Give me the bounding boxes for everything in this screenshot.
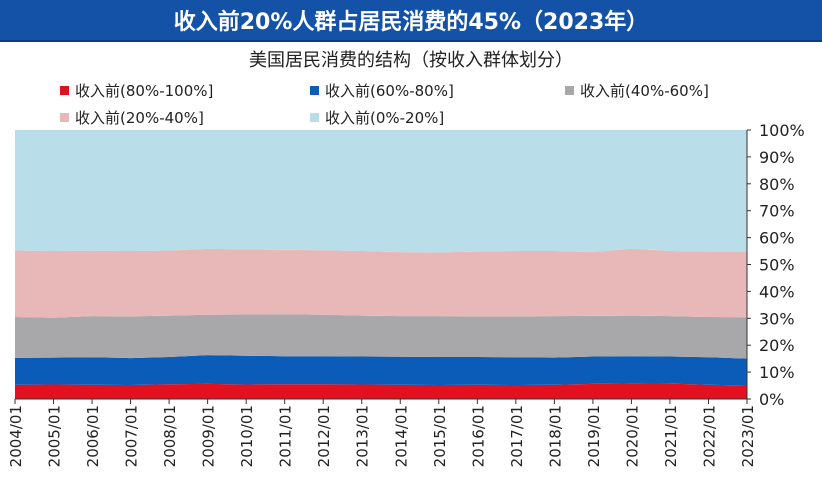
legend-item: 收入前(20%-40%] bbox=[60, 107, 204, 128]
y-tick-label: 100% bbox=[759, 121, 805, 140]
legend-label: 收入前(60%-80%] bbox=[325, 82, 454, 100]
x-tick-label: 2017/01 bbox=[508, 405, 526, 467]
chart-title: 美国居民消费的结构（按收入群体划分） bbox=[249, 50, 573, 71]
legend-item: 收入前(40%-60%] bbox=[565, 80, 709, 101]
x-tick-label: 2020/01 bbox=[623, 405, 641, 467]
x-tick-label: 2008/01 bbox=[161, 405, 179, 467]
x-tick-label: 2018/01 bbox=[546, 405, 564, 467]
x-tick-label: 2006/01 bbox=[84, 405, 102, 467]
x-tick-label: 2014/01 bbox=[392, 405, 410, 467]
y-tick-label: 0% bbox=[759, 390, 784, 409]
x-tick-label: 2005/01 bbox=[46, 405, 64, 467]
legend-label: 收入前(0%-20%] bbox=[325, 109, 445, 127]
legend-swatch bbox=[310, 86, 319, 95]
x-tick-label: 2010/01 bbox=[238, 405, 256, 467]
legend-item: 收入前(60%-80%] bbox=[310, 80, 454, 101]
y-tick-label: 60% bbox=[759, 229, 795, 248]
legend-label: 收入前(20%-40%] bbox=[75, 109, 204, 127]
x-tick-label: 2012/01 bbox=[315, 405, 333, 467]
x-tick-label: 2016/01 bbox=[469, 405, 487, 467]
legend-swatch bbox=[60, 113, 69, 122]
area-series-2 bbox=[15, 314, 747, 359]
legend-item: 收入前(0%-20%] bbox=[310, 107, 444, 128]
area-series-4 bbox=[15, 130, 747, 253]
x-tick-label: 2007/01 bbox=[123, 405, 141, 467]
legend-swatch bbox=[60, 86, 69, 95]
area-series-1 bbox=[15, 355, 747, 386]
area-series-0 bbox=[15, 383, 747, 399]
x-tick-label: 2011/01 bbox=[277, 405, 295, 467]
y-tick-label: 50% bbox=[759, 256, 795, 275]
y-tick-label: 90% bbox=[759, 148, 795, 167]
x-tick-label: 2019/01 bbox=[585, 405, 603, 467]
y-tick-label: 80% bbox=[759, 175, 795, 194]
x-tick-label: 2009/01 bbox=[200, 405, 218, 467]
x-tick-label: 2013/01 bbox=[354, 405, 372, 467]
legend-swatch bbox=[310, 113, 319, 122]
area-series-3 bbox=[15, 248, 747, 318]
y-tick-label: 10% bbox=[759, 363, 795, 382]
legend-swatch bbox=[565, 86, 574, 95]
y-tick-label: 30% bbox=[759, 309, 795, 328]
x-tick-label: 2022/01 bbox=[700, 405, 718, 467]
header-title: 收入前20%人群占居民消费的45%（2023年） bbox=[0, 0, 822, 42]
x-tick-label: 2021/01 bbox=[662, 405, 680, 467]
x-tick-label: 2015/01 bbox=[431, 405, 449, 467]
x-tick-label: 2004/01 bbox=[7, 405, 25, 467]
x-tick-label: 2023/01 bbox=[739, 405, 757, 467]
legend-label: 收入前(80%-100%] bbox=[75, 82, 214, 100]
y-tick-label: 20% bbox=[759, 336, 795, 355]
y-tick-label: 40% bbox=[759, 282, 795, 301]
legend-label: 收入前(40%-60%] bbox=[580, 82, 709, 100]
legend-item: 收入前(80%-100%] bbox=[60, 80, 213, 101]
y-tick-label: 70% bbox=[759, 202, 795, 221]
